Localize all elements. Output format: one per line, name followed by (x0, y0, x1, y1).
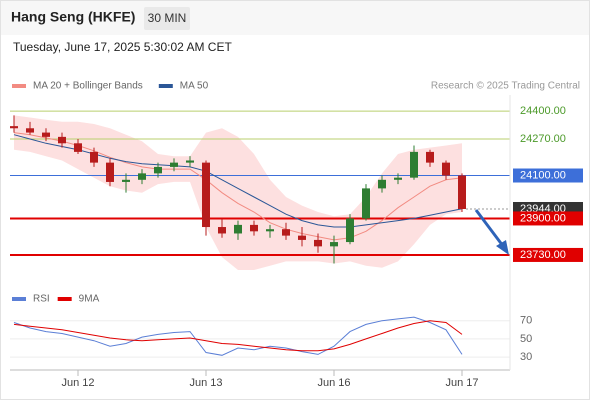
candle-body (298, 235, 306, 240)
candle-body (186, 160, 194, 163)
x-tick-label: Jun 16 (317, 377, 350, 389)
legend-swatch (158, 84, 173, 88)
candle-body (74, 143, 82, 152)
y-tick-label: 50 (520, 333, 532, 345)
candle-body (106, 162, 114, 182)
candle-body (282, 229, 290, 236)
candle-body (154, 166, 162, 174)
candle-body (314, 239, 322, 247)
candle-body (90, 151, 98, 163)
candle-body (426, 151, 434, 163)
interval-label[interactable]: 30 MIN (148, 11, 187, 25)
candle-body (138, 173, 146, 180)
candle-body (170, 162, 178, 167)
level-label: 24400.00 (520, 105, 566, 117)
candle-body (26, 128, 34, 133)
x-tick-label: Jun 12 (61, 377, 94, 389)
candle-body (394, 177, 402, 180)
candle-body (218, 227, 226, 234)
candle-body (234, 224, 242, 234)
level-label: 24100.00 (520, 169, 566, 181)
level-box (513, 168, 583, 183)
legend-swatch (57, 297, 72, 301)
legend-label: MA 20 + Bollinger Bands (33, 81, 143, 92)
instrument-title: Hang Seng (HKFE) (11, 9, 135, 25)
candle-body (378, 179, 386, 189)
legend-label: MA 50 (180, 81, 209, 92)
legend-swatch (12, 84, 26, 88)
candle-body (458, 175, 466, 209)
candle-body (266, 229, 274, 232)
candle-body (122, 179, 130, 182)
series-line (13, 320, 463, 352)
candle-body (330, 242, 338, 247)
candle-body (42, 132, 50, 137)
x-tick-label: Jun 13 (189, 377, 222, 389)
candle-body (250, 224, 258, 232)
candle-body (202, 162, 210, 228)
level-box (513, 211, 583, 226)
legend-label: RSI (33, 294, 50, 305)
level-label: 23730.00 (520, 249, 566, 261)
level-label: 23900.00 (520, 212, 566, 224)
price-chart: MA 20 + Bollinger Bands MA 50 24400.00 2427… (10, 81, 583, 271)
legend-swatch (12, 297, 26, 301)
candle-body (410, 151, 418, 178)
level-label: 24270.00 (520, 133, 566, 145)
header-bar (1, 1, 589, 35)
legend-label: 9MA (79, 294, 100, 305)
candle-body (362, 188, 370, 219)
y-tick-label: 30 (520, 351, 532, 363)
candle-body (10, 126, 18, 129)
series-line (13, 316, 463, 356)
candle-body (442, 162, 450, 176)
forecast-arrowhead (496, 240, 509, 255)
interval-button[interactable] (144, 7, 190, 30)
ma-line (13, 134, 463, 228)
forecast-arrow (474, 209, 505, 247)
credit: Research © 2025 Trading Central (431, 81, 580, 92)
y-tick-label: 70 (520, 315, 532, 327)
ma-line (13, 132, 463, 241)
timestamp: Tuesday, June 17, 2025 5:30:02 AM CET (13, 40, 232, 54)
x-tick-label: Jun 17 (445, 377, 478, 389)
level-box (513, 247, 583, 262)
candle-body (58, 136, 66, 144)
candle-body (346, 218, 354, 243)
rsi-chart: RSI 9MA 30 50 70 Jun 12 Jun 13 Jun 16 Jun 17 (10, 294, 532, 389)
